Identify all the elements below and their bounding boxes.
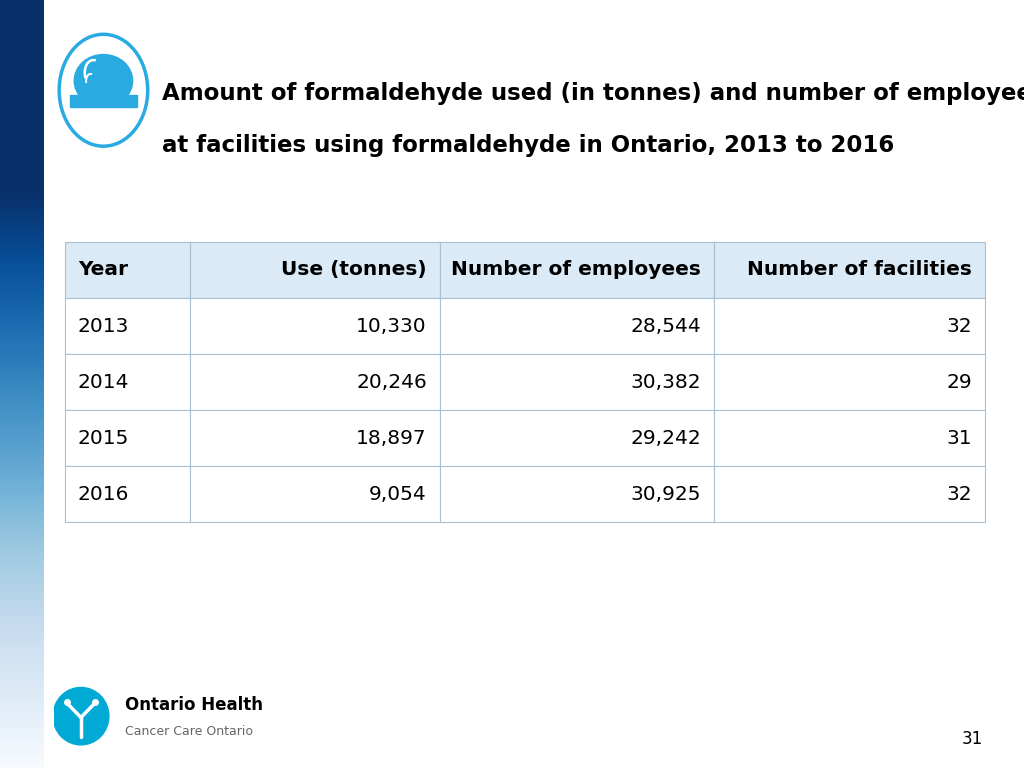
- Bar: [715, 298, 985, 354]
- Text: 28,544: 28,544: [631, 316, 701, 336]
- Ellipse shape: [74, 55, 133, 107]
- Text: 2014: 2014: [78, 372, 129, 392]
- Text: 2013: 2013: [78, 316, 129, 336]
- Bar: [189, 354, 440, 410]
- Bar: [65, 354, 189, 410]
- Bar: [440, 242, 715, 298]
- Bar: [715, 466, 985, 522]
- Text: 29: 29: [946, 372, 972, 392]
- Bar: [65, 242, 189, 298]
- Bar: [65, 466, 189, 522]
- Text: 9,054: 9,054: [369, 485, 427, 504]
- Text: 2015: 2015: [78, 429, 129, 448]
- Bar: [65, 298, 189, 354]
- Text: 31: 31: [962, 730, 983, 748]
- Text: 10,330: 10,330: [356, 316, 427, 336]
- Text: 20,246: 20,246: [356, 372, 427, 392]
- Text: 31: 31: [946, 429, 972, 448]
- Bar: [189, 242, 440, 298]
- Text: Number of facilities: Number of facilities: [746, 260, 972, 280]
- Text: Ontario Health: Ontario Health: [125, 696, 263, 714]
- Text: 18,897: 18,897: [356, 429, 427, 448]
- Bar: [440, 298, 715, 354]
- Bar: [715, 242, 985, 298]
- Text: 32: 32: [946, 485, 972, 504]
- Text: 30,382: 30,382: [631, 372, 701, 392]
- Text: Use (tonnes): Use (tonnes): [282, 260, 427, 280]
- Circle shape: [53, 687, 109, 745]
- Bar: [715, 410, 985, 466]
- Text: 2016: 2016: [78, 485, 129, 504]
- Text: at facilities using formaldehyde in Ontario, 2013 to 2016: at facilities using formaldehyde in Onta…: [162, 134, 894, 157]
- Bar: [189, 466, 440, 522]
- Bar: [440, 354, 715, 410]
- Text: 29,242: 29,242: [631, 429, 701, 448]
- Text: Cancer Care Ontario: Cancer Care Ontario: [125, 725, 253, 737]
- Text: Number of employees: Number of employees: [452, 260, 701, 280]
- Bar: [189, 410, 440, 466]
- Bar: [440, 466, 715, 522]
- Bar: [440, 410, 715, 466]
- Text: Amount of formaldehyde used (in tonnes) and number of employees working: Amount of formaldehyde used (in tonnes) …: [162, 82, 1024, 105]
- Bar: [65, 410, 189, 466]
- Text: Year: Year: [78, 260, 128, 280]
- Bar: [189, 298, 440, 354]
- Text: 30,925: 30,925: [631, 485, 701, 504]
- Text: 32: 32: [946, 316, 972, 336]
- Bar: [70, 95, 137, 107]
- Bar: [715, 354, 985, 410]
